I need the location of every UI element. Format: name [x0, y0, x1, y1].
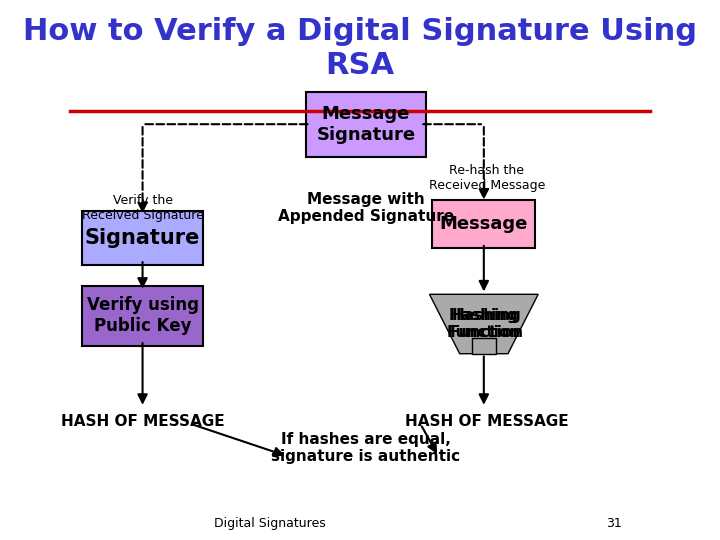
FancyBboxPatch shape [472, 338, 496, 354]
Text: HASH OF MESSAGE: HASH OF MESSAGE [405, 414, 569, 429]
Text: Message: Message [440, 215, 528, 233]
Text: HASH OF MESSAGE: HASH OF MESSAGE [60, 414, 225, 429]
Text: If hashes are equal,
signature is authentic: If hashes are equal, signature is authen… [271, 432, 461, 464]
FancyBboxPatch shape [82, 286, 203, 346]
Text: How to Verify a Digital Signature Using
RSA: How to Verify a Digital Signature Using … [23, 17, 697, 80]
Polygon shape [429, 294, 538, 354]
Text: Hashing
Function: Hashing Function [446, 308, 521, 340]
Text: Re-hash the
Received Message: Re-hash the Received Message [428, 164, 545, 192]
Text: 31: 31 [606, 517, 621, 530]
FancyBboxPatch shape [82, 211, 203, 265]
Text: Signature: Signature [85, 227, 200, 248]
Text: Digital Signatures: Digital Signatures [214, 517, 325, 530]
FancyBboxPatch shape [433, 200, 535, 248]
Text: Message with
Appended Signature: Message with Appended Signature [278, 192, 454, 224]
Text: Verify the
Received Signature: Verify the Received Signature [81, 194, 204, 222]
Text: Message
Signature: Message Signature [317, 105, 415, 144]
Text: Hashing
Function: Hashing Function [450, 308, 524, 340]
FancyBboxPatch shape [305, 92, 426, 157]
Text: Verify using
Public Key: Verify using Public Key [86, 296, 199, 335]
